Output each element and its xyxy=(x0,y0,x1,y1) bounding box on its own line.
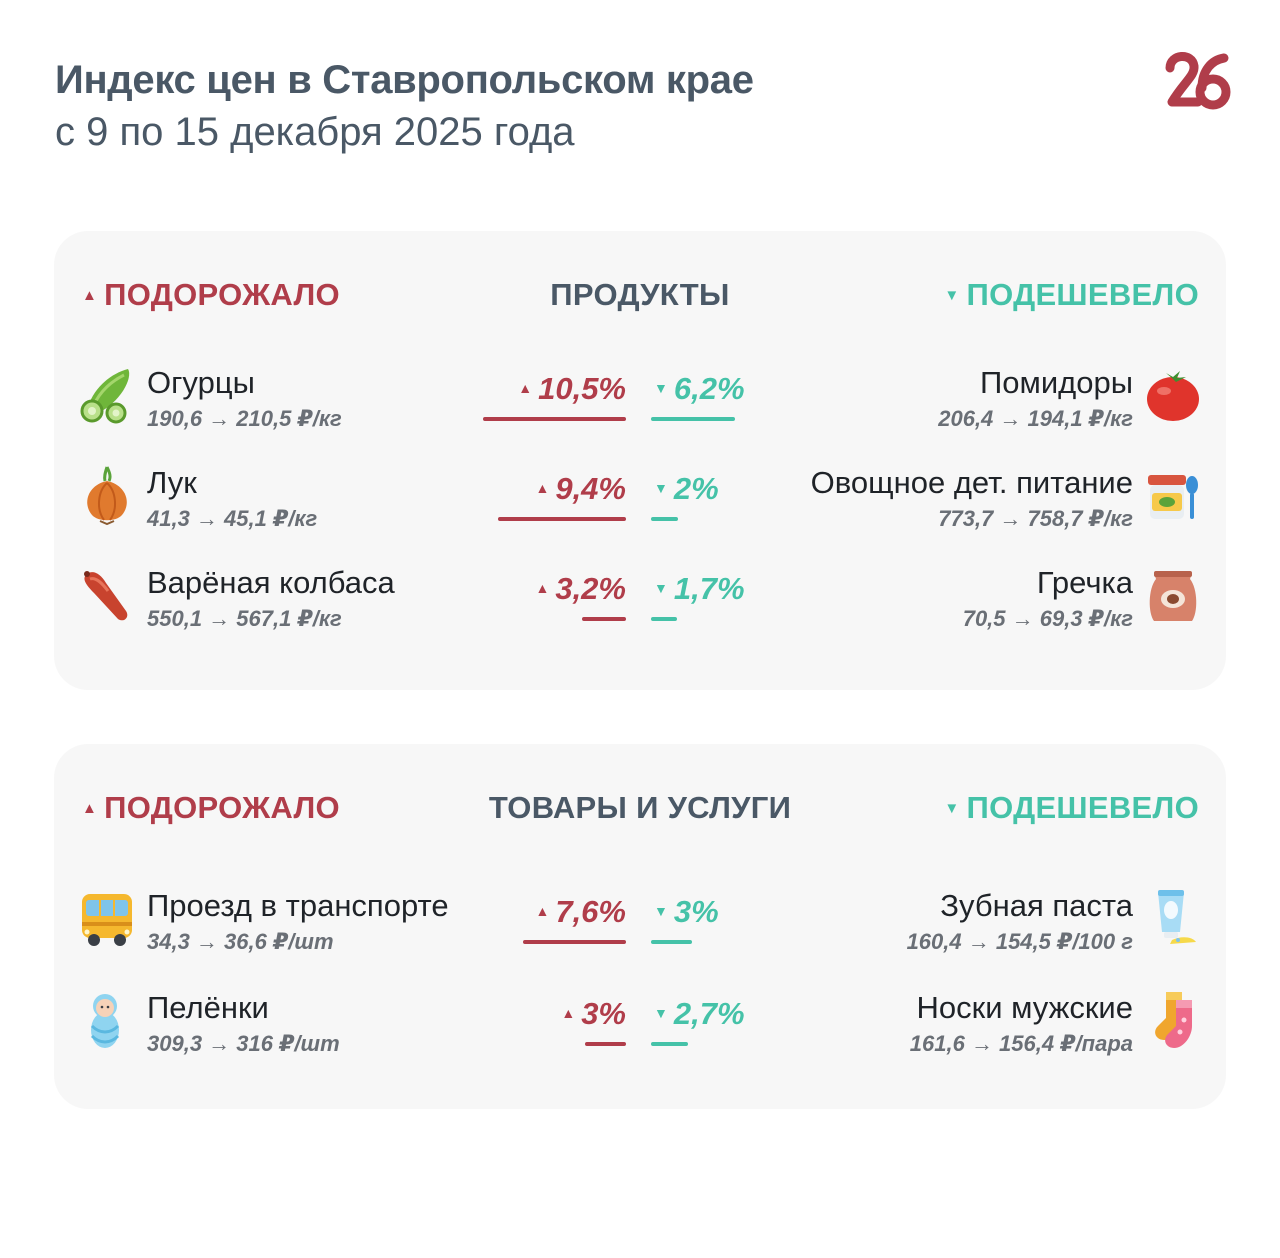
increased-header: ▲ ПОДОРОЖАЛО xyxy=(82,277,340,312)
increase-percent: ▲ 9,4% xyxy=(535,471,626,506)
item-name: Проезд в транспорте xyxy=(147,888,449,923)
decrease-percent: ▼ 6,2% xyxy=(654,371,745,406)
price-row: Огурцы 190,6 → 210,5 ₽/кг ▲ 10,5% ▼ 6,2% П… xyxy=(54,365,1226,445)
logo-26 xyxy=(1165,52,1231,110)
page-title: Индекс цен в Ставропольском крае xyxy=(55,58,754,102)
item-price: 160,4 → 154,5 ₽/100 г xyxy=(906,929,1133,954)
buckwheat-bag-icon xyxy=(1149,571,1197,621)
increase-percent: ▲ 7,6% xyxy=(535,894,626,929)
increase-percent: ▲ 3% xyxy=(561,996,626,1031)
item-price: 161,6 → 156,4 ₽/пара xyxy=(909,1031,1133,1056)
products-card: ▲ ПОДОРОЖАЛО ПРОДУКТЫ ▼ ПОДЕШЕВЕЛО Огурцы … xyxy=(54,231,1226,690)
page-subtitle: с 9 по 15 декабря 2025 года xyxy=(55,110,575,154)
decrease-percent: ▼ 2,7% xyxy=(654,996,745,1031)
item-price: 190,6 → 210,5 ₽/кг xyxy=(147,406,342,431)
increased-header: ▲ ПОДОРОЖАЛО xyxy=(82,790,340,825)
decrease-bar xyxy=(651,940,692,944)
increase-bar xyxy=(585,1042,626,1046)
goods-services-card: ▲ ПОДОРОЖАЛО ТОВАРЫ И УСЛУГИ ▼ ПОДЕШЕВЕЛО … xyxy=(54,744,1226,1109)
baby-food-jar-icon xyxy=(1148,475,1198,519)
decrease-percent: ▼ 2% xyxy=(654,471,719,506)
item-price: 34,3 → 36,6 ₽/шт xyxy=(147,929,334,954)
increase-bar xyxy=(582,617,626,621)
price-row: Пелёнки 309,3 → 316 ₽/шт ▲ 3% ▼ 2,7% Носки… xyxy=(54,990,1226,1070)
item-price: 773,7 → 758,7 ₽/кг xyxy=(938,506,1133,531)
item-price: 309,3 → 316 ₽/шт xyxy=(147,1031,340,1056)
price-row: Варёная колбаса 550,1 → 567,1 ₽/кг ▲ 3,2%… xyxy=(54,565,1226,645)
onion-icon xyxy=(87,466,127,525)
decrease-percent: ▼ 3% xyxy=(654,894,719,929)
section-title-goods-services: ТОВАРЫ И УСЛУГИ xyxy=(488,790,792,825)
item-price: 206,4 → 194,1 ₽/кг xyxy=(938,406,1133,431)
item-name: Варёная колбаса xyxy=(147,565,395,600)
section-title-products: ПРОДУКТЫ xyxy=(550,277,730,312)
item-name: Носки мужские xyxy=(916,990,1134,1025)
tomato-icon xyxy=(1147,371,1199,421)
item-name: Помидоры xyxy=(979,365,1133,400)
decrease-bar xyxy=(651,617,677,621)
decrease-bar xyxy=(651,517,678,521)
item-name: Зубная паста xyxy=(940,888,1133,923)
increase-bar xyxy=(523,940,626,944)
cucumber-icon xyxy=(80,369,130,424)
increase-bar xyxy=(483,417,626,421)
socks-icon xyxy=(1155,992,1192,1048)
increase-percent: ▲ 3,2% xyxy=(535,571,626,606)
item-name: Овощное дет. питание xyxy=(810,465,1133,500)
swaddled-baby-icon xyxy=(90,994,120,1048)
sausage-icon xyxy=(84,571,128,621)
decrease-bar xyxy=(651,1042,688,1046)
item-name: Огурцы xyxy=(147,365,255,400)
price-row: Лук 41,3 → 45,1 ₽/кг ▲ 9,4% ▼ 2% Овощное д… xyxy=(54,465,1226,545)
item-name: Гречка xyxy=(1036,565,1133,600)
item-price: 41,3 → 45,1 ₽/кг xyxy=(147,506,318,531)
increase-percent: ▲ 10,5% xyxy=(518,371,626,406)
decrease-bar xyxy=(651,417,735,421)
bus-icon xyxy=(82,894,132,946)
decreased-header: ▼ ПОДЕШЕВЕЛО xyxy=(944,277,1199,312)
price-row: Проезд в транспорте 34,3 → 36,6 ₽/шт ▲ 7,… xyxy=(54,888,1226,968)
increase-bar xyxy=(498,517,626,521)
item-price: 70,5 → 69,3 ₽/кг xyxy=(962,606,1133,631)
toothpaste-icon xyxy=(1158,890,1196,944)
decreased-header: ▼ ПОДЕШЕВЕЛО xyxy=(944,790,1199,825)
item-name: Пелёнки xyxy=(147,990,269,1025)
item-price: 550,1 → 567,1 ₽/кг xyxy=(147,606,342,631)
decrease-percent: ▼ 1,7% xyxy=(654,571,745,606)
item-name: Лук xyxy=(147,465,197,500)
